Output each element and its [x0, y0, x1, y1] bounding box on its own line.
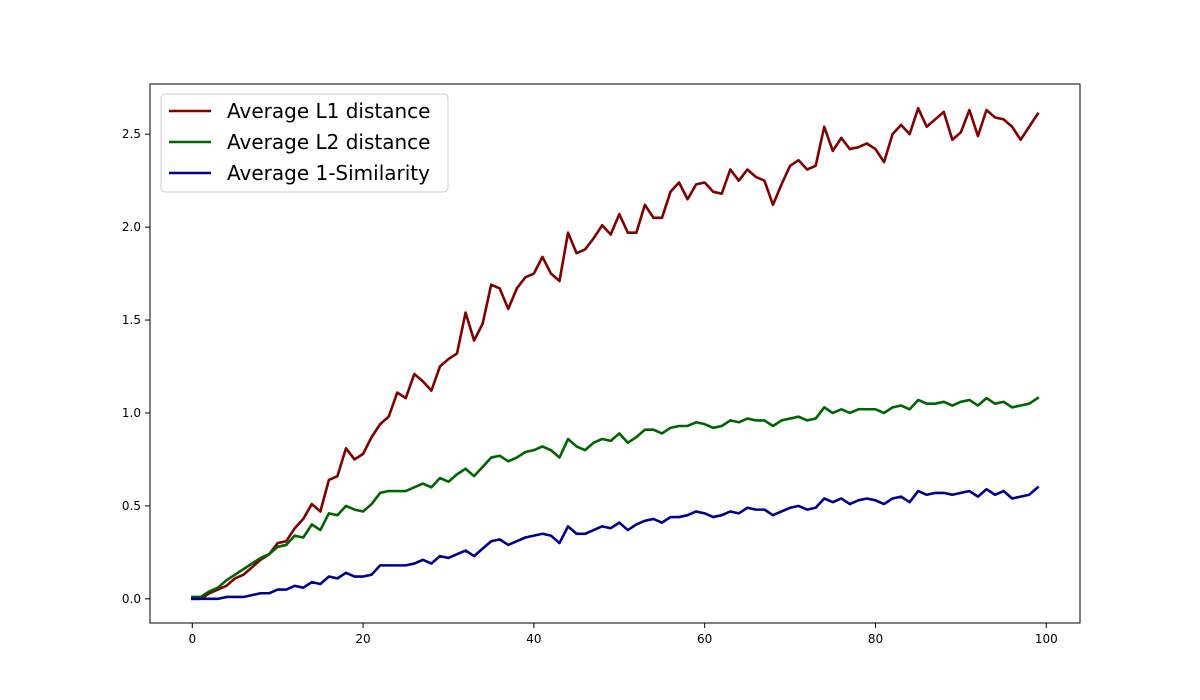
legend-box — [160, 93, 449, 193]
x-tick-label: 80 — [868, 632, 883, 646]
series-line-2 — [190, 396, 1040, 599]
y-tick-label: 1.5 — [122, 313, 141, 327]
y-tick-label: 0.5 — [122, 499, 141, 513]
plot-area — [190, 106, 1040, 601]
x-tick-label: 20 — [355, 632, 370, 646]
series-line-1 — [190, 106, 1040, 601]
axes-frame — [149, 83, 1081, 624]
y-tick-label: 2.5 — [122, 127, 141, 141]
y-tick-label: 0.0 — [122, 592, 141, 606]
legend-label-2: Average L2 distance — [227, 130, 430, 154]
legend-label-3: Average 1-Similarity — [227, 161, 430, 185]
x-tick-label: 60 — [697, 632, 712, 646]
x-tick-label: 100 — [1035, 632, 1058, 646]
legend-label-1: Average L1 distance — [227, 99, 430, 123]
axes-border — [149, 83, 1081, 624]
y-axis: 0.0 0.5 1.0 1.5 2.0 2.5 — [122, 127, 150, 606]
y-tick-label: 1.0 — [122, 406, 141, 420]
y-tick-label: 2.0 — [122, 220, 141, 234]
x-tick-label: 0 — [188, 632, 196, 646]
x-tick-label: 40 — [526, 632, 541, 646]
series-line-3 — [190, 485, 1040, 601]
x-axis: 0 20 40 60 80 100 — [188, 623, 1058, 646]
legend: Average L1 distance Average L2 distance Av… — [160, 93, 449, 193]
